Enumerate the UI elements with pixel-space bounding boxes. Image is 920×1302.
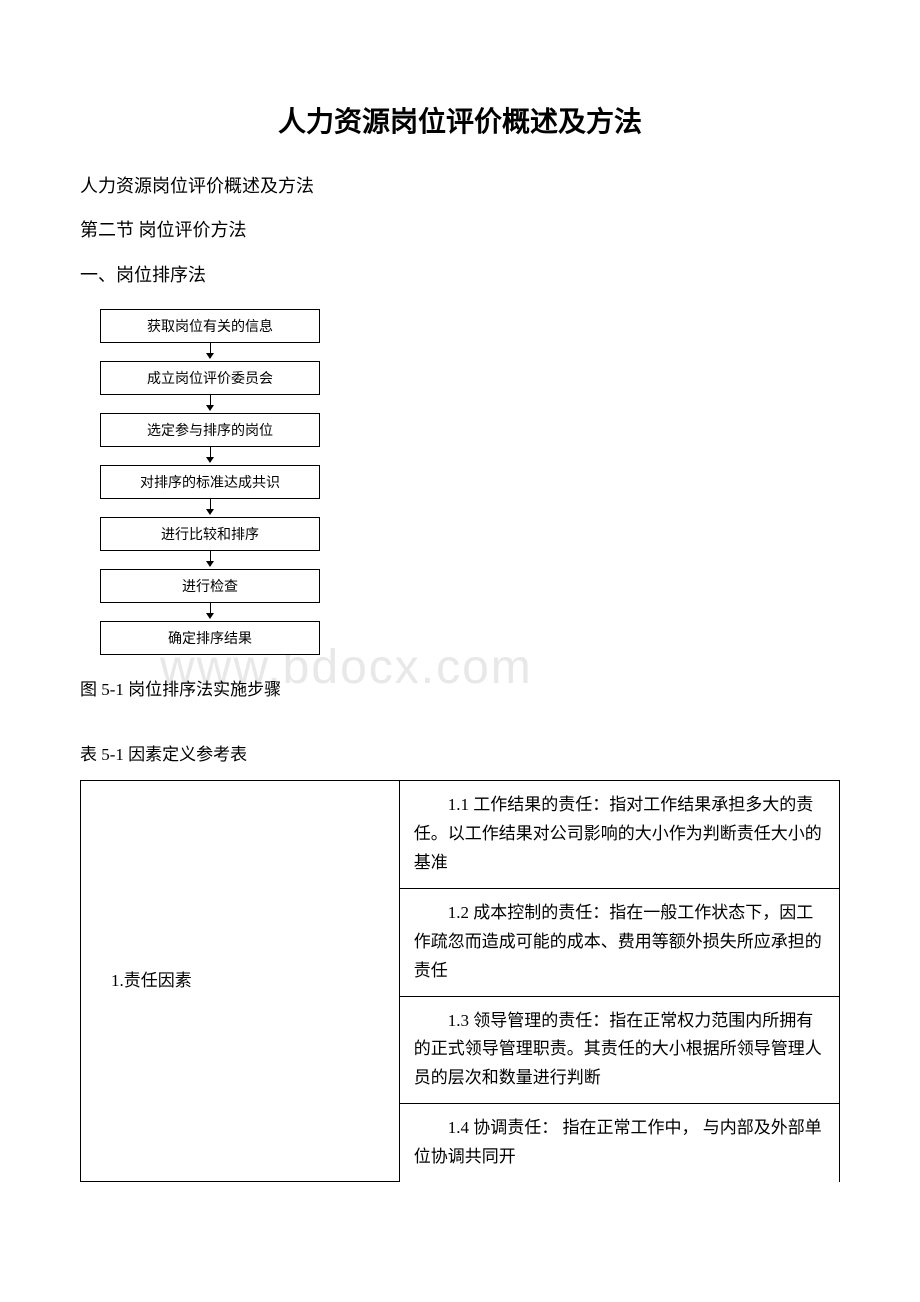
factor-definition-cell: 1.1 工作结果的责任：指对工作结果承担多大的责任。以工作结果对公司影响的大小作… <box>399 781 839 889</box>
flow-arrow-icon <box>100 395 320 413</box>
flow-arrow-icon <box>100 499 320 517</box>
flow-step-4: 对排序的标准达成共识 <box>100 465 320 499</box>
flow-step-1: 获取岗位有关的信息 <box>100 309 320 343</box>
flow-arrow-icon <box>100 343 320 361</box>
factor-definition-cell: 1.4 协调责任： 指在正常工作中， 与内部及外部单位协调共同开 <box>399 1104 839 1182</box>
factor-definition-cell: 1.2 成本控制的责任：指在一般工作状态下，因工作疏忽而造成可能的成本、费用等额… <box>399 888 839 996</box>
flow-step-2: 成立岗位评价委员会 <box>100 361 320 395</box>
main-title: 人力资源岗位评价概述及方法 <box>80 100 840 140</box>
flow-step-3: 选定参与排序的岗位 <box>100 413 320 447</box>
sub-section-title: 一、岗位排序法 <box>80 259 840 291</box>
flow-arrow-icon <box>100 603 320 621</box>
flow-step-5: 进行比较和排序 <box>100 517 320 551</box>
flow-arrow-icon <box>100 551 320 569</box>
factor-label-cell: 1.责任因素 <box>81 781 400 1182</box>
flowchart-container: 获取岗位有关的信息 成立岗位评价委员会 选定参与排序的岗位 对排序的标准达成共识… <box>100 309 320 655</box>
page-content: 人力资源岗位评价概述及方法 人力资源岗位评价概述及方法 第二节 岗位评价方法 一… <box>80 100 840 1182</box>
table-caption: 表 5-1 因素定义参考表 <box>80 740 840 765</box>
flow-step-7: 确定排序结果 <box>100 621 320 655</box>
figure-caption: 图 5-1 岗位排序法实施步骤 <box>80 675 840 700</box>
flow-arrow-icon <box>100 447 320 465</box>
section-title: 第二节 岗位评价方法 <box>80 214 840 246</box>
subtitle-text: 人力资源岗位评价概述及方法 <box>80 170 840 202</box>
factor-table: 1.责任因素 1.1 工作结果的责任：指对工作结果承担多大的责任。以工作结果对公… <box>80 780 840 1182</box>
factor-definition-cell: 1.3 领导管理的责任：指在正常权力范围内所拥有的正式领导管理职责。其责任的大小… <box>399 996 839 1104</box>
table-row: 1.责任因素 1.1 工作结果的责任：指对工作结果承担多大的责任。以工作结果对公… <box>81 781 840 889</box>
flow-step-6: 进行检查 <box>100 569 320 603</box>
